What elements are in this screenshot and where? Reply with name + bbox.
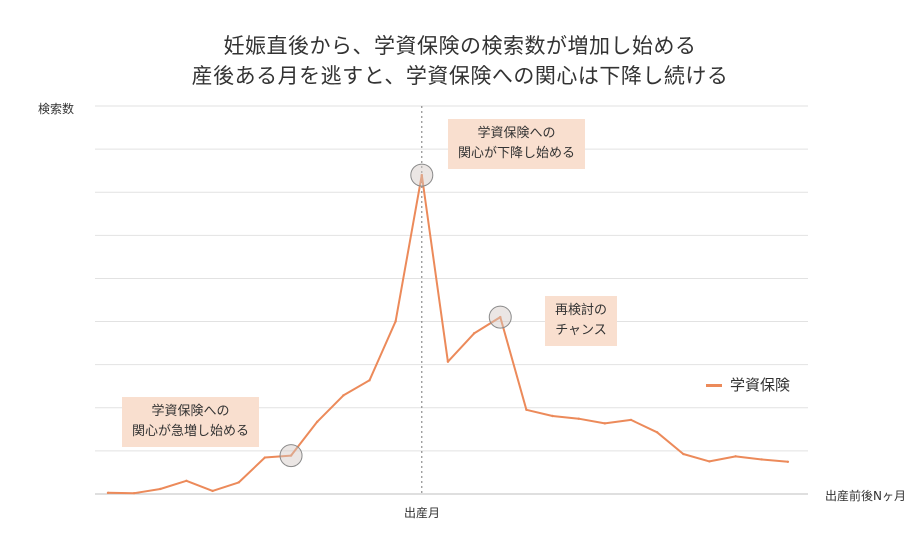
data-point	[472, 332, 476, 335]
data-point	[525, 408, 528, 412]
annotation-interest-falling: 学資保険への 関心が下降し始める	[448, 119, 586, 169]
data-point	[760, 458, 763, 461]
data-point	[499, 315, 502, 319]
chart-title-line1: 妊娠直後から、学資保険の検索数が増加し始める	[223, 34, 697, 58]
annotation-line2: 関心が下降し始める	[458, 146, 576, 161]
annotation-line2: 関心が急増し始める	[132, 424, 250, 439]
data-point	[185, 479, 188, 483]
annotation-line1: 学資保険への	[151, 404, 230, 419]
data-point	[629, 418, 633, 422]
data-point	[551, 414, 554, 418]
data-point	[237, 481, 240, 484]
data-point	[132, 492, 136, 495]
legend-label: 学資保険	[730, 376, 791, 394]
data-point	[682, 452, 685, 456]
data-point	[211, 489, 214, 493]
data-point	[603, 422, 607, 425]
chart-title-line2: 産後ある月を逃すと、学資保険への関心は下降し続ける	[191, 64, 729, 88]
annotation-line1: 再検討の	[555, 303, 608, 318]
annotation-highlight-circle	[410, 163, 434, 187]
legend: 学資保険	[706, 374, 790, 395]
data-point	[577, 417, 580, 420]
data-point	[786, 460, 790, 463]
annotation-line2: チャンス	[555, 323, 607, 338]
data-point	[368, 379, 371, 382]
annotation-interest-rising: 学資保険への 関心が急増し始める	[122, 397, 260, 447]
annotation-highlight-circle	[488, 305, 512, 329]
data-point	[263, 456, 267, 459]
data-point	[106, 491, 110, 495]
y-axis-label: 検索数	[38, 102, 75, 116]
data-point	[708, 460, 711, 463]
data-point	[394, 320, 397, 323]
data-point	[342, 394, 345, 397]
data-point	[420, 173, 423, 177]
annotation-highlight-circle	[279, 444, 303, 468]
legend-swatch	[706, 384, 722, 387]
data-point	[446, 360, 450, 363]
data-point	[734, 455, 737, 458]
data-point	[289, 454, 293, 457]
annotation-line1: 学資保険への	[477, 126, 556, 141]
x-axis-label: 出産前後Nヶ月	[825, 489, 906, 503]
x-tick-birth-month: 出産月	[404, 506, 441, 520]
data-point	[159, 487, 162, 491]
data-point	[655, 431, 659, 434]
annotation-reconsider-chance: 再検討の チャンス	[545, 296, 618, 346]
data-point	[316, 420, 319, 424]
